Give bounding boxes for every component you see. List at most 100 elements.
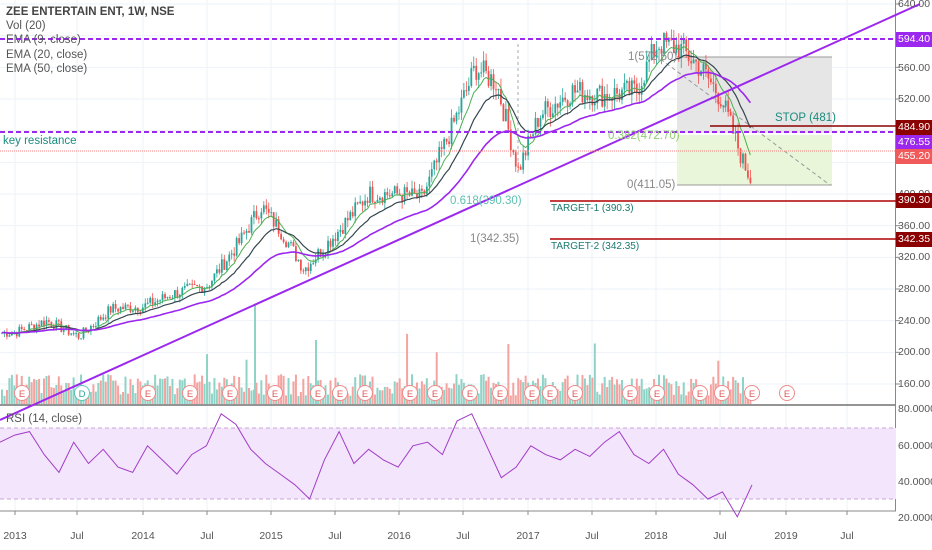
svg-text:E: E [627,389,633,400]
indicator-volume[interactable]: Vol (20) [6,20,46,33]
svg-text:E: E [19,389,25,400]
earnings-marker[interactable]: E [622,385,638,401]
svg-text:E: E [315,389,321,400]
fib-lower-zone[interactable] [677,135,832,185]
time-tick: 2014 [131,530,155,542]
earnings-marker[interactable]: E [267,385,283,401]
earnings-marker[interactable]: E [462,385,478,401]
fib-1-bottom-label: 1(342.35) [470,233,520,245]
key-resistance-label: key resistance [3,135,77,147]
price-tag-target-1[interactable]: 390.30 [896,193,932,208]
earnings-marker[interactable]: E [567,385,583,401]
price-tick: 520.00 [898,93,931,105]
earnings-marker[interactable]: E [492,385,508,401]
earnings-marker[interactable]: E [402,385,418,401]
ema-20-line[interactable] [2,54,751,335]
rsi-tick: 80.0000 [898,403,932,415]
earnings-marker[interactable]: E [222,385,238,401]
chart-legend: ZEE ENTERTAIN ENT, 1W, NSE Vol (20) EMA … [6,5,174,76]
time-tick: 2013 [3,530,27,542]
fib-0382-label: 0.382(472.70) [608,130,680,142]
rsi-tick: 40.0000 [898,476,932,488]
indicator-ema20[interactable]: EMA (20, close) [6,48,88,61]
svg-text:E: E [572,389,578,400]
svg-text:E: E [145,389,151,400]
price-tick: 280.00 [898,283,931,295]
time-tick: Jul [585,530,599,542]
svg-text:E: E [467,389,473,400]
time-tick: Jul [456,530,470,542]
fib-0618-label: 0.618(390.30) [450,195,522,207]
price-tick: 160.00 [898,378,931,390]
time-tick: 2015 [259,530,283,542]
time-tick: Jul [328,530,342,542]
time-tick: 2016 [387,530,411,542]
svg-text:E: E [337,389,343,400]
fib-1-top-label: 1(572.50) [628,51,678,63]
time-tick: 2017 [516,530,540,542]
target-2-label: TARGET-2 (342.35) [551,241,640,252]
svg-text:E: E [432,389,438,400]
earnings-marker[interactable]: E [692,385,708,401]
rsi-tick: 60.0000 [898,440,932,452]
svg-text:E: E [362,389,368,400]
price-tag-594[interactable]: 594.40 [896,32,932,47]
price-tick: 640.00 [898,0,931,10]
svg-text:E: E [719,389,725,400]
price-tick: 320.00 [898,251,931,263]
earnings-marker[interactable]: E [310,385,326,401]
time-tick: 2019 [774,530,798,542]
svg-text:E: E [272,389,278,400]
indicator-ema50[interactable]: EMA (50, close) [6,62,88,75]
price-tag-target-2[interactable]: 342.35 [896,232,932,247]
svg-text:E: E [227,389,233,400]
rsi-tick: 20.0000 [898,512,932,524]
time-tick: Jul [713,530,727,542]
earnings-marker[interactable]: E [542,385,558,401]
ema-9-line[interactable] [1,46,751,335]
svg-text:E: E [497,389,503,400]
earnings-marker[interactable]: E [332,385,348,401]
ema-50-line[interactable] [2,71,752,334]
earnings-marker[interactable]: E [649,385,665,401]
rsi-band [0,428,896,499]
rsi-line[interactable] [0,413,753,518]
svg-text:E: E [407,389,413,400]
price-tick: 360.00 [898,220,931,232]
stop-label: STOP (481) [775,112,836,124]
rsi-indicator-label[interactable]: RSI (14, close) [6,413,83,425]
ascending-trendline[interactable] [0,3,921,421]
price-tag-key-resistance[interactable]: 476.55 [896,135,932,150]
time-tick: Jul [840,530,854,542]
svg-text:D: D [79,389,86,400]
earnings-marker[interactable]: E [14,385,30,401]
svg-text:E: E [529,389,535,400]
svg-text:E: E [547,389,553,400]
svg-text:E: E [697,389,703,400]
dividend-marker[interactable]: D [74,385,90,401]
fib-0-label: 0(411.05) [627,179,676,191]
earnings-marker[interactable]: E [357,385,373,401]
time-tick: 2018 [644,530,668,542]
projection-line[interactable] [654,54,831,186]
time-tick: Jul [200,530,214,542]
svg-text:E: E [187,389,193,400]
price-tag-last[interactable]: 455.20 [896,149,932,164]
indicator-ema9[interactable]: EMA (9, close) [6,34,81,47]
symbol-title[interactable]: ZEE ENTERTAIN ENT, 1W, NSE [6,6,175,18]
earnings-marker[interactable]: E [524,385,540,401]
earnings-marker[interactable]: E [427,385,443,401]
earnings-marker[interactable]: E [714,385,730,401]
price-tick: 240.00 [898,315,931,327]
earnings-marker[interactable]: E [744,385,760,401]
price-tag-stop[interactable]: 484.90 [896,120,932,135]
target-1-label: TARGET-1 (390.3) [551,203,634,214]
svg-text:E: E [784,389,790,400]
price-tick: 560.00 [898,62,931,74]
earnings-marker[interactable]: E [140,385,156,401]
earnings-marker[interactable]: E [779,385,795,401]
svg-text:E: E [749,389,755,400]
earnings-marker[interactable]: E [182,385,198,401]
